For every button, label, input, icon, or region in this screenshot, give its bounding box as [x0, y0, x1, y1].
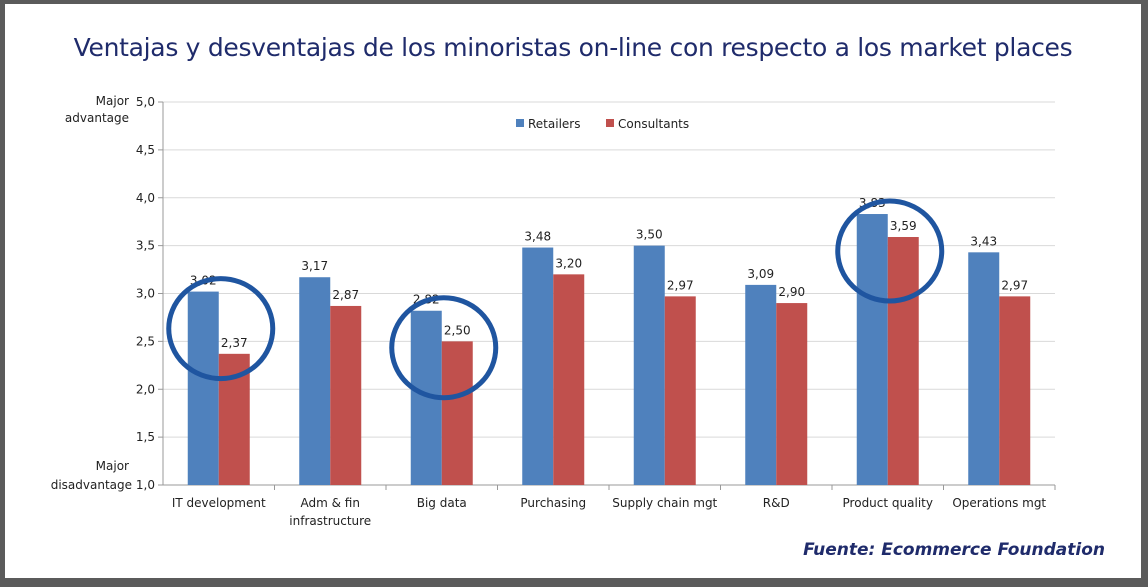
highlight-circle	[389, 295, 499, 401]
bar-retailers	[745, 284, 777, 485]
bar-consultants	[553, 274, 585, 485]
legend-swatch-consultants	[606, 119, 614, 127]
source-credit: Fuente: Ecommerce Foundation	[803, 540, 1105, 560]
data-label-consultants: 2,37	[221, 336, 248, 350]
data-label-retailers: 3,48	[524, 230, 551, 244]
data-label-retailers: 3,43	[970, 234, 997, 248]
bar-consultants	[664, 296, 696, 485]
bar-retailers	[187, 291, 219, 485]
data-label-consultants: 2,90	[778, 285, 805, 299]
legend-label-retailers: Retailers	[528, 117, 580, 131]
bar-retailers	[522, 247, 554, 485]
y-top-note-line1: Major	[96, 94, 129, 108]
highlight-circle	[166, 276, 276, 382]
y-tick-label: 1,5	[136, 430, 155, 444]
data-label-consultants: 2,50	[444, 323, 471, 337]
data-label-retailers: 3,50	[636, 228, 663, 242]
y-tick-label: 2,0	[136, 382, 155, 396]
y-bottom-note-line2: disadvantage	[51, 478, 132, 492]
bar-consultants	[441, 341, 473, 485]
bar-retailers	[299, 277, 331, 485]
x-category-label: Product quality	[843, 496, 933, 510]
x-category-label: Purchasing	[520, 496, 586, 510]
y-tick-label: 4,5	[136, 143, 155, 157]
bar-retailers	[633, 245, 665, 485]
y-tick-label: 2,5	[136, 334, 155, 348]
x-category-label: Big data	[417, 496, 467, 510]
data-label-consultants: 2,97	[667, 278, 694, 292]
y-tick-label: 1,0	[136, 478, 155, 492]
y-tick-label: 3,5	[136, 239, 155, 253]
slide-title: Ventajas y desventajas de los minoristas…	[73, 33, 1073, 62]
data-label-consultants: 3,59	[890, 219, 917, 233]
highlight-circle	[835, 198, 945, 304]
data-label-retailers: 3,09	[747, 267, 774, 281]
bar-consultants	[330, 305, 362, 485]
x-category-label: infrastructure	[289, 514, 371, 528]
bar-retailers	[968, 252, 1000, 485]
y-bottom-note-line1: Major	[96, 459, 129, 473]
y-tick-label: 3,0	[136, 287, 155, 301]
x-category-label: R&D	[763, 496, 790, 510]
y-top-note-line2: advantage	[65, 111, 129, 125]
y-tick-label: 5,0	[136, 95, 155, 109]
x-category-label: Supply chain mgt	[612, 496, 717, 510]
bar-consultants	[776, 303, 808, 485]
x-category-label: Adm & fin	[301, 496, 360, 510]
bar-consultants	[999, 296, 1031, 485]
x-category-label: IT development	[172, 496, 266, 510]
data-label-consultants: 3,20	[555, 256, 582, 270]
data-label-consultants: 2,97	[1001, 278, 1028, 292]
legend-swatch-retailers	[516, 119, 524, 127]
data-label-retailers: 3,17	[301, 259, 328, 273]
data-label-consultants: 2,87	[332, 288, 359, 302]
bar-consultants	[887, 237, 919, 485]
legend-label-consultants: Consultants	[618, 117, 689, 131]
x-category-label: Operations mgt	[952, 496, 1046, 510]
bar-retailers	[856, 214, 888, 485]
y-tick-label: 4,0	[136, 191, 155, 205]
